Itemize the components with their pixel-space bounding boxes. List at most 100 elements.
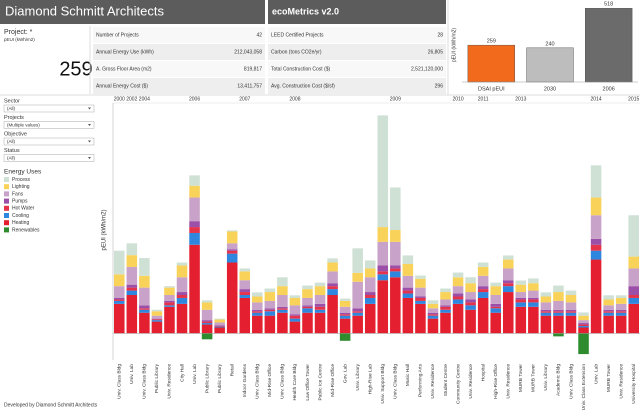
bar-segment bbox=[176, 292, 188, 296]
bar-segment bbox=[390, 268, 401, 272]
bar-segment bbox=[339, 315, 351, 319]
x-tick-label: Univ. Residence bbox=[468, 364, 474, 399]
bar-segment bbox=[151, 315, 163, 319]
bar-segment bbox=[314, 306, 326, 310]
bar-segment bbox=[164, 300, 175, 303]
bar-segment bbox=[327, 262, 338, 272]
legend-swatch bbox=[4, 220, 9, 226]
bar-segment bbox=[114, 286, 125, 298]
bar-segment bbox=[440, 306, 451, 310]
bar-segment bbox=[603, 311, 614, 313]
bar-segment bbox=[603, 312, 614, 316]
legend-label: Pumps bbox=[12, 199, 28, 205]
metric-label: Total Construction Cost ($) bbox=[271, 66, 331, 72]
bar-segment bbox=[615, 295, 627, 298]
bar-segment bbox=[502, 255, 514, 260]
filter-dropdown[interactable] bbox=[3, 137, 95, 146]
filter-dropdown[interactable] bbox=[3, 121, 95, 129]
bar-segment bbox=[126, 290, 138, 296]
bar-segment bbox=[352, 308, 363, 312]
metric-value: 26,805 bbox=[428, 49, 444, 55]
x-tick-label: Univ. Support Bldg bbox=[380, 364, 386, 404]
bar-segment bbox=[364, 277, 376, 293]
bar-segment bbox=[440, 288, 451, 293]
bar-segment bbox=[239, 289, 251, 293]
bar-segment bbox=[465, 283, 476, 293]
bar-segment bbox=[452, 277, 464, 287]
bar-segment bbox=[553, 333, 564, 337]
bar-segment bbox=[264, 288, 276, 293]
filter-dropdown[interactable] bbox=[3, 154, 95, 162]
bar-segment bbox=[578, 327, 589, 334]
bar-segment bbox=[201, 302, 213, 310]
bar-segment bbox=[415, 275, 426, 279]
bar-segment bbox=[578, 324, 589, 327]
bar-segment bbox=[252, 315, 263, 334]
bar-segment bbox=[528, 278, 539, 284]
x-tick-label: Performing Arts bbox=[418, 363, 424, 397]
bar-segment bbox=[339, 306, 351, 313]
bar-segment bbox=[277, 295, 288, 307]
bar-segment bbox=[603, 309, 614, 312]
bar-segment bbox=[314, 303, 326, 307]
bar-segment bbox=[314, 295, 326, 304]
bar-segment bbox=[440, 305, 451, 307]
bar-segment bbox=[339, 333, 351, 341]
x-tick-label: Mid-Rise Office bbox=[267, 364, 273, 397]
bar-segment bbox=[515, 297, 527, 300]
filter-dropdown[interactable] bbox=[3, 104, 95, 113]
bar bbox=[467, 44, 516, 83]
bar-segment bbox=[289, 321, 301, 334]
bar-segment bbox=[252, 296, 263, 303]
bar-segment bbox=[189, 227, 200, 233]
bar-segment bbox=[252, 302, 263, 310]
bar-segment bbox=[603, 305, 614, 310]
bar-segment bbox=[214, 318, 225, 320]
bar-segment bbox=[477, 289, 489, 293]
bar-segment bbox=[339, 318, 351, 334]
bar-segment bbox=[465, 292, 476, 300]
bar-segment bbox=[189, 221, 200, 228]
x-tick-label: Student Centre bbox=[443, 364, 449, 397]
year-label: 2013 bbox=[515, 96, 526, 102]
bar-segment bbox=[578, 333, 589, 355]
bar-segment bbox=[540, 309, 552, 312]
bar-segment bbox=[565, 311, 577, 313]
year-label: 2004 bbox=[139, 96, 150, 102]
value-label: 240 bbox=[545, 41, 554, 47]
bar-segment bbox=[252, 292, 263, 297]
bar-segment bbox=[114, 274, 125, 287]
bar-segment bbox=[528, 297, 539, 300]
metric-value: 28 bbox=[437, 32, 443, 38]
bar-segment bbox=[402, 290, 414, 294]
bar-segment bbox=[151, 321, 163, 334]
bar-segment bbox=[390, 265, 401, 269]
bar-segment bbox=[302, 308, 313, 313]
bar-segment bbox=[264, 300, 276, 309]
bar-segment bbox=[314, 312, 326, 334]
bar-segment bbox=[164, 305, 175, 307]
bar-segment bbox=[139, 308, 150, 310]
year-label: 2009 bbox=[390, 96, 401, 102]
bar-segment bbox=[452, 293, 464, 297]
bar-segment bbox=[289, 295, 301, 298]
app-version: ecoMetrics v2.0 bbox=[272, 6, 339, 16]
bar-segment bbox=[364, 292, 376, 296]
bar-segment bbox=[226, 230, 238, 232]
bar-segment bbox=[126, 243, 138, 256]
bar-segment bbox=[390, 187, 401, 231]
x-tick-label: Univ. Lab bbox=[593, 364, 599, 384]
bar-segment bbox=[565, 312, 577, 316]
x-tick-label: Univ. Class Bldg bbox=[255, 364, 261, 399]
bar-segment bbox=[239, 292, 251, 296]
bar-segment bbox=[377, 115, 389, 228]
bar-segment bbox=[590, 250, 602, 260]
header-bar bbox=[268, 0, 446, 24]
x-tick-label: Music Hall bbox=[405, 364, 411, 386]
bar-segment bbox=[515, 302, 527, 307]
legend-swatch bbox=[4, 198, 9, 204]
legend-label: Process bbox=[12, 177, 31, 183]
dropdown-arrow bbox=[88, 124, 91, 126]
metric-row bbox=[93, 44, 265, 60]
bar-segment bbox=[314, 309, 326, 313]
